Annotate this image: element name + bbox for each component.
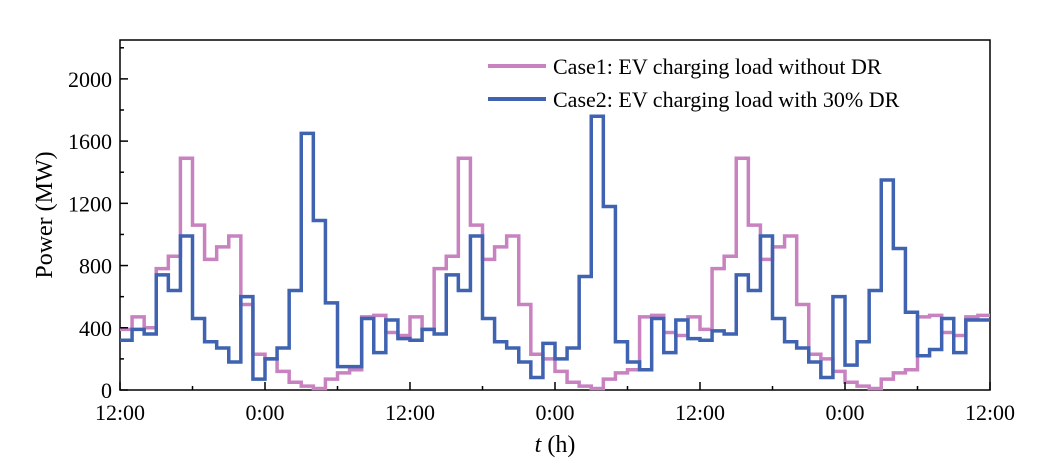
y-tick-label: 400 [79, 316, 112, 341]
y-tick-label: 1600 [68, 129, 112, 154]
y-tick-label: 0 [101, 378, 112, 403]
x-tick-label: 0:00 [245, 400, 284, 425]
x-tick-label: 12:00 [675, 400, 725, 425]
x-axis-label-unit: (h) [541, 432, 575, 458]
x-tick-label: 12:00 [385, 400, 435, 425]
x-axis-label: t (h) [535, 432, 576, 458]
x-tick-label: 0:00 [825, 400, 864, 425]
x-tick-label: 0:00 [535, 400, 574, 425]
y-axis-label: Power (MW) [32, 151, 58, 278]
legend: Case1: EV charging load without DR Case2… [488, 54, 900, 112]
series-line-2 [120, 114, 990, 381]
tick-layer: 0 400 800 1200 1600 2000 12:00 0:00 12:00 0:00 12:… [68, 47, 1015, 425]
y-tick-label: 1200 [68, 191, 112, 216]
x-axis-label-variable: t [535, 432, 543, 458]
legend-label-case2: Case2: EV charging load with 30% DR [553, 87, 900, 112]
x-tick-label: 12:00 [965, 400, 1015, 425]
y-tick-label: 2000 [68, 67, 112, 92]
series-layer [120, 114, 990, 391]
y-tick-label: 800 [79, 254, 112, 279]
x-tick-label: 12:00 [95, 400, 145, 425]
legend-label-case1: Case1: EV charging load without DR [553, 54, 882, 79]
